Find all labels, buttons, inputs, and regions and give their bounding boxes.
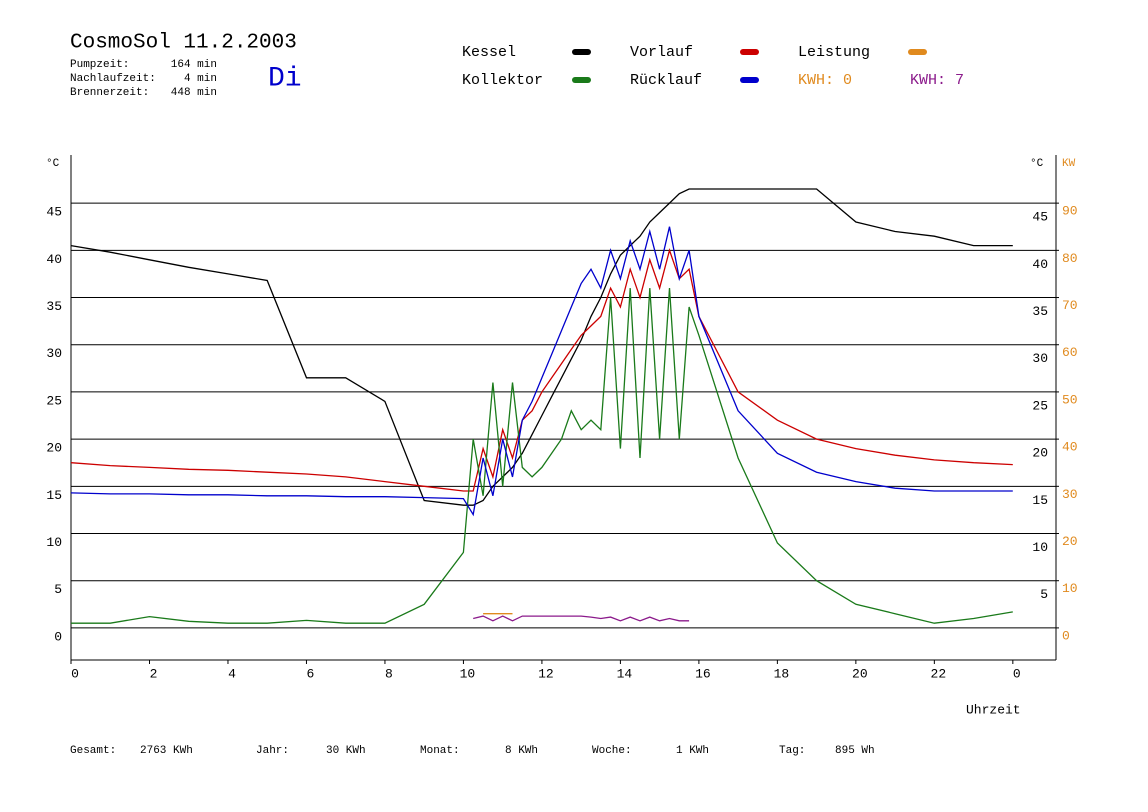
- y-axis-label-right: °C: [1030, 158, 1044, 170]
- y2-tick-label: 10: [1062, 581, 1078, 596]
- series-line: [70, 248, 1013, 492]
- y-tick-label-right: 35: [1032, 304, 1048, 319]
- y-tick-label: 15: [46, 488, 62, 503]
- total-label: Jahr:: [256, 745, 289, 757]
- y2-tick-label: 70: [1062, 298, 1078, 313]
- x-tick-label: 20: [852, 666, 868, 681]
- day-label: Di: [268, 63, 302, 94]
- x-tick-label: 12: [538, 666, 554, 681]
- y-tick-label: 25: [46, 393, 62, 408]
- x-tick-label: 8: [385, 666, 393, 681]
- legend-label: Kessel: [462, 44, 516, 61]
- y-tick-label: 10: [46, 535, 62, 550]
- legend-label: Kollektor: [462, 72, 543, 89]
- total-value: 1 KWh: [676, 745, 709, 757]
- info-label: Nachlaufzeit:: [70, 73, 156, 85]
- x-tick-label: 4: [228, 666, 236, 681]
- x-tick-label: 0: [1013, 666, 1021, 681]
- kwh-label: KWH: 7: [910, 72, 964, 89]
- y2-tick-label: 90: [1062, 204, 1078, 219]
- y2-tick-label: 30: [1062, 487, 1078, 502]
- info-label: Pumpzeit:: [70, 59, 129, 71]
- x-axis-label: Uhrzeit: [966, 702, 1021, 717]
- y2-tick-label: 0: [1062, 628, 1070, 643]
- series-line: [473, 615, 690, 622]
- y2-tick-label: 60: [1062, 345, 1078, 360]
- x-tick-label: 16: [695, 666, 711, 681]
- y2-axis-label: KW: [1062, 158, 1076, 170]
- info-label: Brennerzeit:: [70, 87, 149, 99]
- x-tick-label: 14: [617, 666, 633, 681]
- series-line: [71, 288, 1013, 624]
- series-line: [70, 188, 1013, 506]
- y-tick-label: 5: [54, 582, 62, 597]
- y-tick-label: 20: [46, 441, 62, 456]
- legend-label: Leistung: [798, 44, 870, 61]
- chart-title: CosmoSol 11.2.2003: [70, 32, 297, 55]
- y-tick-label-right: 20: [1032, 446, 1048, 461]
- legend-label: Rücklauf: [630, 72, 702, 89]
- info-value: 448 min: [171, 87, 217, 99]
- y-tick-label: 40: [46, 252, 62, 267]
- total-value: 30 KWh: [326, 745, 366, 757]
- total-value: 895 Wh: [835, 745, 875, 757]
- total-value: 2763 KWh: [140, 745, 193, 757]
- x-tick-label: 0: [71, 666, 79, 681]
- legend-label: Vorlauf: [630, 44, 693, 61]
- x-tick-label: 10: [460, 666, 476, 681]
- y-tick-label: 35: [46, 299, 62, 314]
- y-axis-label: °C: [46, 158, 60, 170]
- x-tick-label: 2: [150, 666, 158, 681]
- total-label: Woche:: [592, 745, 632, 757]
- y-tick-label-right: 5: [1040, 587, 1048, 602]
- y-tick-label: 30: [46, 346, 62, 361]
- y-tick-label: 0: [54, 629, 62, 644]
- total-label: Gesamt:: [70, 745, 116, 757]
- total-label: Monat:: [420, 745, 460, 757]
- y-tick-label: 45: [46, 205, 62, 220]
- y2-tick-label: 80: [1062, 251, 1078, 266]
- x-tick-label: 22: [931, 666, 947, 681]
- x-tick-label: 18: [774, 666, 790, 681]
- x-tick-label: 6: [307, 666, 315, 681]
- total-value: 8 KWh: [505, 745, 538, 757]
- y-tick-label-right: 30: [1032, 351, 1048, 366]
- info-value: 4 min: [184, 73, 217, 85]
- y2-tick-label: 20: [1062, 534, 1078, 549]
- series-line: [70, 226, 1013, 517]
- y-tick-label-right: 10: [1032, 540, 1048, 555]
- y2-tick-label: 40: [1062, 440, 1078, 455]
- y-tick-label-right: 25: [1032, 398, 1048, 413]
- info-value: 164 min: [171, 59, 217, 71]
- kwh-label: KWH: 0: [798, 72, 852, 89]
- y-tick-label-right: 15: [1032, 493, 1048, 508]
- total-label: Tag:: [779, 745, 805, 757]
- y-tick-label-right: 45: [1032, 210, 1048, 225]
- y-tick-label-right: 40: [1032, 257, 1048, 272]
- y2-tick-label: 50: [1062, 392, 1078, 407]
